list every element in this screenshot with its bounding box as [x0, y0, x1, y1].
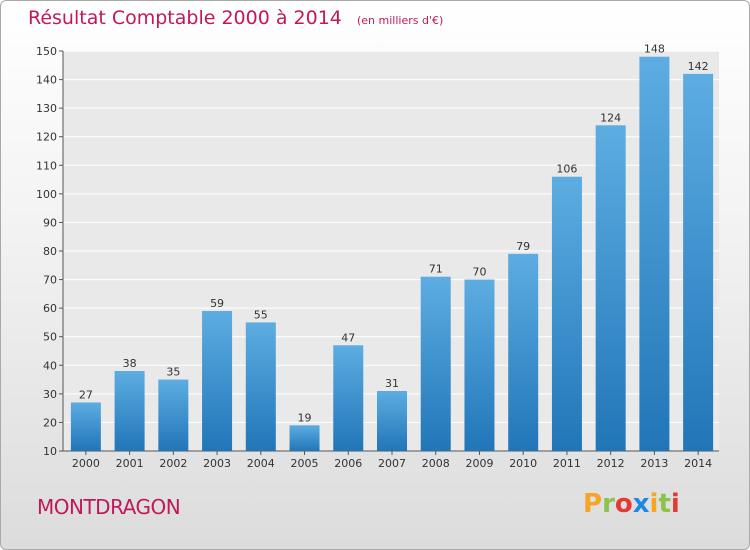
- x-tick-label: 2000: [72, 457, 100, 470]
- y-tick-label: 150: [36, 45, 57, 58]
- y-tick-label: 100: [36, 188, 57, 201]
- x-tick-label: 2008: [422, 457, 450, 470]
- y-tick-label: 80: [43, 245, 57, 258]
- bar-value-label: 55: [254, 308, 268, 321]
- x-tick-label: 2006: [334, 457, 362, 470]
- x-tick-label: 2005: [291, 457, 319, 470]
- x-tick-label: 2011: [553, 457, 581, 470]
- y-tick-label: 130: [36, 102, 57, 115]
- y-tick-label: 60: [43, 302, 57, 315]
- bar-value-label: 19: [298, 411, 312, 424]
- x-tick-label: 2014: [684, 457, 712, 470]
- logo-letter: x: [632, 489, 650, 519]
- bar: [683, 73, 714, 451]
- x-tick-label: 2002: [159, 457, 187, 470]
- bar-value-label: 38: [123, 357, 137, 370]
- logo-letter: r: [602, 489, 615, 519]
- bar-value-label: 47: [341, 331, 355, 344]
- bar: [551, 176, 582, 451]
- bar-value-label: 106: [556, 163, 577, 176]
- y-tick-label: 70: [43, 274, 57, 287]
- x-tick-label: 2012: [597, 457, 625, 470]
- bar: [464, 279, 495, 451]
- y-tick-label: 10: [43, 445, 57, 458]
- logo-letter: P: [583, 489, 603, 519]
- logo-letter: o: [614, 489, 633, 519]
- bar: [377, 391, 407, 451]
- bar: [202, 311, 233, 451]
- bar-value-label: 70: [472, 266, 486, 279]
- chart-title: Résultat Comptable 2000 à 2014: [28, 7, 342, 29]
- logo-letter: i: [670, 489, 680, 519]
- bar-value-label: 27: [79, 388, 93, 401]
- x-tick-label: 2001: [116, 457, 144, 470]
- bar: [595, 125, 626, 452]
- x-tick-label: 2003: [203, 457, 231, 470]
- bar-value-label: 35: [166, 366, 180, 379]
- bar-value-label: 148: [644, 43, 665, 56]
- bar: [114, 371, 145, 451]
- proxiti-logo: Proxiti: [583, 489, 680, 519]
- x-tick-label: 2004: [247, 457, 275, 470]
- bar: [158, 379, 189, 451]
- bar-value-label: 71: [429, 263, 443, 276]
- y-tick-label: 40: [43, 359, 57, 372]
- bar-value-label: 31: [385, 377, 399, 390]
- bar: [289, 425, 320, 451]
- bar-value-label: 142: [688, 60, 709, 73]
- y-tick-label: 20: [43, 416, 57, 429]
- y-tick-label: 140: [36, 74, 57, 87]
- y-tick-label: 110: [36, 159, 57, 172]
- bar: [245, 322, 276, 451]
- x-tick-label: 2013: [640, 457, 668, 470]
- y-tick-label: 30: [43, 388, 57, 401]
- y-tick-label: 50: [43, 331, 57, 344]
- logo-letter: i: [649, 489, 659, 519]
- x-tick-label: 2009: [465, 457, 493, 470]
- chart-title-block: Résultat Comptable 2000 à 2014 (en milli…: [28, 7, 443, 29]
- chart-unit: (en milliers d'€): [356, 14, 444, 27]
- x-tick-label: 2007: [378, 457, 406, 470]
- bar: [508, 253, 539, 451]
- logo-letter: t: [658, 489, 671, 519]
- bar: [639, 56, 670, 451]
- bar-value-label: 79: [516, 240, 530, 253]
- bar-value-label: 124: [600, 111, 621, 124]
- bar-value-label: 59: [210, 297, 224, 310]
- x-tick-label: 2010: [509, 457, 537, 470]
- y-tick-label: 120: [36, 131, 57, 144]
- bar: [333, 345, 364, 451]
- bar: [70, 402, 101, 451]
- city-name: MONTDRAGON: [37, 495, 181, 519]
- y-tick-label: 90: [43, 216, 57, 229]
- bar: [420, 276, 451, 451]
